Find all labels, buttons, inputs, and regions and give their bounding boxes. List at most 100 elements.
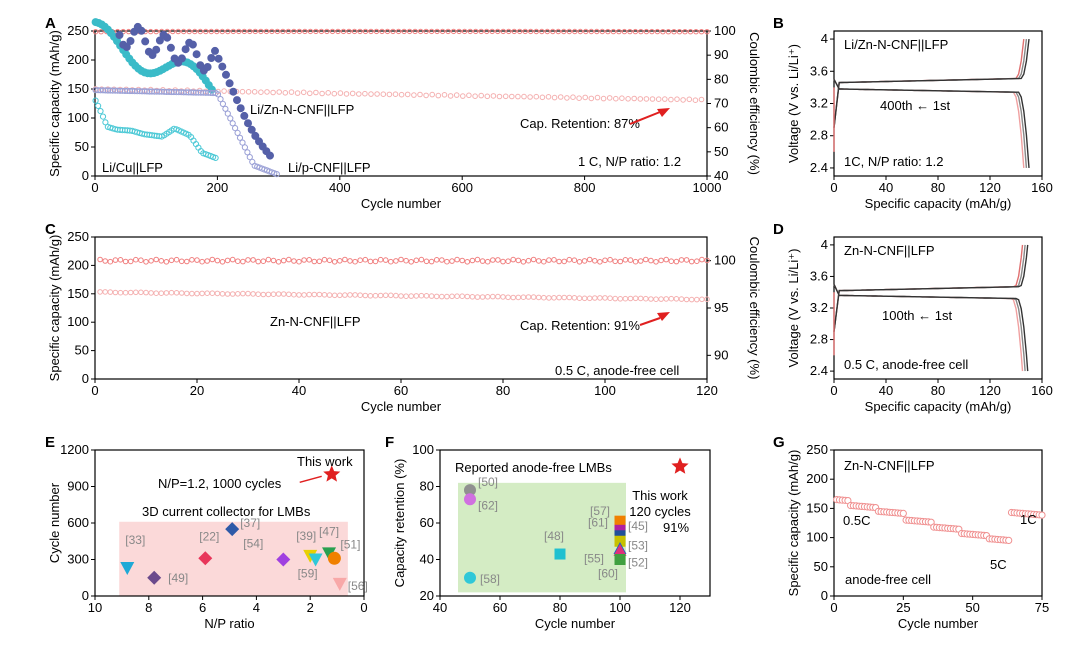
series-c-ce-point — [658, 257, 664, 264]
series-c-ce-point — [372, 258, 379, 265]
series-c-capacity-point — [535, 294, 542, 301]
series-a-znlfp-capacity-point — [337, 90, 344, 96]
panel-c-y2-tick-label: 100 — [714, 253, 736, 268]
series-c-ce-point — [525, 257, 532, 264]
annotation-d-cycles: 100th ← 1st — [882, 308, 952, 323]
series-a-pcnf-ce-point — [177, 54, 186, 63]
series-a-znlfp-ce-point — [395, 28, 402, 35]
series-c-capacity-point — [546, 295, 552, 301]
series-a-pcnf-ce-point — [115, 31, 124, 39]
series-b-charge-curve — [833, 39, 1025, 128]
annotation-c-retention: Cap. Retention: 91% — [520, 318, 640, 333]
series-a-znlfp-ce-point — [219, 28, 226, 35]
series-a-znlfp-ce-point — [693, 29, 699, 35]
series-c-ce-point — [617, 258, 624, 265]
series-a-znlfp-ce-point — [555, 28, 561, 35]
panel-e-point-ref: [56] — [348, 579, 368, 593]
series-c-capacity-point — [658, 296, 664, 302]
series-a-pcnf-ce-point — [188, 40, 197, 49]
series-c-capacity-point — [433, 293, 440, 300]
panel-f-y-tick-label: 20 — [420, 588, 434, 603]
panel-d-label: D — [773, 221, 784, 238]
annotation-a-pcnf: Li/p-CNF||LFP — [288, 160, 371, 175]
series-a-pcnf-capacity-point — [232, 125, 239, 132]
series-a-znlfp-ce-point — [687, 29, 694, 35]
annotation-g-title: Zn-N-CNF||LFP — [844, 458, 935, 473]
series-c-ce-point — [637, 258, 644, 264]
series-c-capacity-point — [551, 295, 557, 301]
series-a-znlfp-ce-point — [302, 28, 308, 35]
panel-b-x-tick-label: 40 — [879, 180, 893, 195]
series-a-znlfp-capacity-point — [478, 92, 485, 99]
panel-f-y-tick-label: 100 — [412, 442, 434, 457]
series-c-ce-point — [413, 257, 420, 264]
series-c-capacity-point — [474, 294, 481, 300]
series-c-capacity-point — [510, 294, 517, 301]
series-a-znlfp-ce-point — [225, 28, 231, 35]
annotation-g-rate-high: 5C — [990, 557, 1007, 572]
series-c-capacity-point — [597, 295, 603, 301]
series-c-capacity-point — [444, 293, 450, 300]
panel-c-x-tick-label: 120 — [696, 383, 718, 398]
annotation-b-title: Li/Zn-N-CNF||LFP — [844, 37, 948, 52]
series-a-pcnf-ce-point — [203, 63, 212, 71]
series-c-ce-point — [382, 257, 389, 263]
series-a-znlfp-ce-point — [517, 28, 523, 35]
series-c-ce-point — [694, 258, 700, 265]
series-a-znlfp-capacity-point — [509, 93, 515, 100]
series-c-ce-point — [316, 258, 323, 265]
series-a-pcnf-capacity-point — [239, 139, 246, 146]
series-c-ce-point — [479, 258, 486, 264]
panel-f-point-this-work — [671, 457, 689, 474]
series-a-znlfp-ce-point — [368, 28, 374, 35]
series-a-znlfp-ce-point — [208, 28, 215, 35]
panel-c-y2-tick-label: 95 — [714, 300, 728, 315]
panel-d-x-tick-label: 40 — [879, 383, 893, 398]
series-a-pcnf-ce-point — [141, 37, 150, 46]
series-c-capacity-point — [280, 291, 287, 297]
series-a-znlfp-capacity-point — [380, 91, 387, 97]
series-c-ce-point — [240, 258, 246, 265]
series-a-pcnf-capacity-point — [241, 144, 248, 151]
annotation-a-retention: Cap. Retention: 87% — [520, 116, 640, 131]
series-c-capacity-point — [286, 291, 292, 298]
series-c-capacity-point — [699, 296, 705, 303]
series-c-capacity-point — [393, 292, 399, 299]
series-a-pcnf-capacity-point — [224, 110, 231, 117]
panel-g-y-tick-label: 150 — [806, 500, 828, 515]
series-c-capacity-point — [143, 289, 149, 296]
panel-d-y-tick-label: 3.6 — [810, 268, 828, 283]
series-c-ce-point — [576, 259, 583, 265]
series-a-znlfp-ce-point — [186, 28, 192, 35]
series-a-znlfp-capacity-point — [539, 94, 546, 101]
panel-d-y-tick-label: 3.2 — [810, 300, 828, 315]
series-b-discharge-curve — [833, 78, 1030, 168]
series-a-znlfp-ce-point — [412, 28, 418, 35]
series-c-capacity-point — [194, 290, 200, 297]
series-c-ce-point — [347, 258, 353, 264]
series-c-capacity-point — [270, 291, 277, 298]
series-a-znlfp-capacity-point — [313, 89, 319, 96]
panel-a-label: A — [45, 15, 56, 32]
series-a-znlfp-capacity-point — [294, 90, 301, 96]
series-a-znlfp-capacity-point — [674, 96, 680, 102]
series-a-znlfp-ce-point — [698, 29, 705, 35]
panel-f-point-ref: [45] — [628, 519, 648, 533]
panel-c-x-tick-label: 40 — [292, 383, 306, 398]
annotation-e-condition: N/P=1.2, 1000 cycles — [158, 476, 282, 491]
panel-b-y-tick-label: 3.6 — [810, 63, 828, 78]
series-a-pcnf-capacity-point — [234, 129, 241, 136]
series-a-znlfp-capacity-point — [343, 91, 350, 97]
panel-f-label: F — [385, 434, 394, 451]
panel-a-y-tick-label: 100 — [67, 110, 89, 125]
series-c-ce-point — [158, 258, 165, 264]
series-a-znlfp-capacity-point — [680, 97, 686, 103]
series-a-znlfp-ce-point — [401, 28, 407, 35]
series-c-ce-point — [444, 258, 450, 265]
series-c-ce-point — [449, 258, 455, 264]
panel-f-point-ref: [57] — [590, 504, 610, 518]
series-a-znlfp-ce-point — [439, 28, 446, 35]
panel-e-y-tick-label: 1200 — [60, 442, 89, 457]
panel-c-y-tick-label: 150 — [67, 286, 89, 301]
